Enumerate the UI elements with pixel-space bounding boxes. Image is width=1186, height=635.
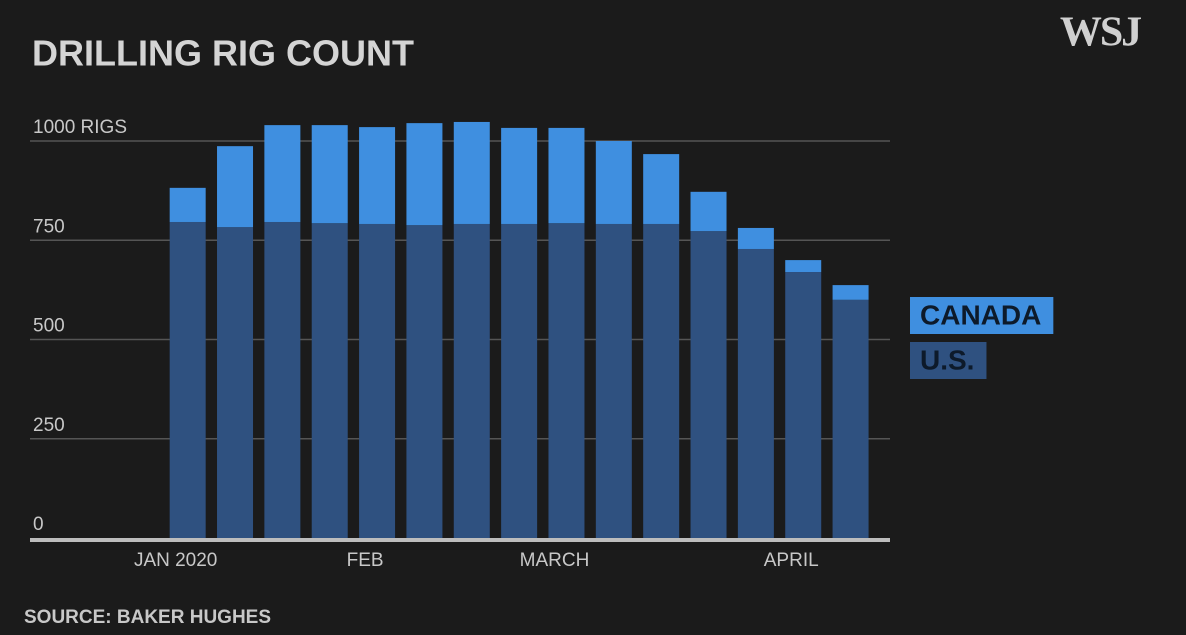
y-tick-label: 1000 RIGS bbox=[33, 117, 127, 138]
bar-segment bbox=[264, 125, 301, 222]
legend-swatch bbox=[910, 342, 987, 379]
bar-segment bbox=[595, 141, 632, 224]
bar-segment bbox=[359, 127, 396, 224]
x-tick-label: FEB bbox=[347, 550, 384, 571]
bar-segment bbox=[169, 187, 206, 222]
logo: WSJ bbox=[1060, 10, 1141, 56]
legend-swatch bbox=[910, 297, 1054, 334]
bar-segment bbox=[832, 299, 869, 538]
bar-segment bbox=[737, 248, 774, 538]
bar-segment bbox=[737, 227, 774, 249]
bar-segment bbox=[643, 223, 680, 538]
bar-segment bbox=[406, 123, 443, 226]
bar-segment bbox=[217, 227, 254, 539]
bar-segment bbox=[548, 223, 585, 538]
y-tick-label: 250 bbox=[33, 415, 65, 436]
y-tick-label: 500 bbox=[33, 316, 65, 337]
chart-title: DRILLING RIG COUNT bbox=[32, 33, 414, 74]
bar-segment bbox=[785, 272, 822, 538]
bar-segment bbox=[643, 154, 680, 224]
bar-segment bbox=[217, 146, 254, 228]
y-tick-label: 0 bbox=[33, 514, 44, 535]
x-tick-label: JAN 2020 bbox=[134, 550, 217, 571]
legend-label: U.S. bbox=[920, 344, 974, 375]
bar-segment bbox=[785, 260, 822, 273]
bar-segment bbox=[264, 221, 301, 538]
bar-segment bbox=[690, 191, 727, 232]
bar-segment bbox=[548, 127, 585, 224]
bar-segment bbox=[453, 223, 490, 538]
bar-segment bbox=[832, 285, 869, 300]
bar-segment bbox=[690, 231, 727, 538]
x-tick-label: APRIL bbox=[764, 550, 819, 571]
bar-segment bbox=[501, 223, 538, 538]
legend-label: CANADA bbox=[920, 299, 1041, 330]
x-tick-label: MARCH bbox=[520, 550, 590, 571]
bar-segment bbox=[311, 223, 348, 538]
y-tick-label: 750 bbox=[33, 216, 65, 237]
bar-segment bbox=[595, 223, 632, 538]
bar-segment bbox=[311, 125, 348, 224]
bar-segment bbox=[501, 127, 538, 224]
bar-segment bbox=[453, 121, 490, 224]
bar-segment bbox=[169, 221, 206, 538]
bar-segment bbox=[359, 223, 396, 538]
bar-segment bbox=[406, 225, 443, 538]
source: SOURCE: BAKER HUGHES bbox=[24, 607, 271, 628]
